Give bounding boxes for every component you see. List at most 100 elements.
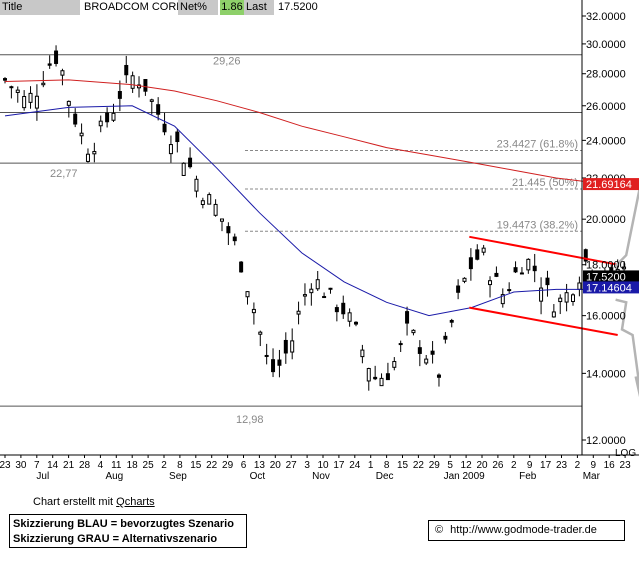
candle-body (105, 112, 110, 123)
ma-fast-line (4, 105, 631, 317)
candle-body (181, 162, 186, 176)
candle-body (258, 331, 263, 335)
level-label: 21.445 (50%) (512, 177, 578, 189)
y-tick-label: 14.0000 (586, 368, 626, 380)
candle-body (417, 347, 422, 354)
price-tag-label: 17.14604 (586, 282, 632, 294)
x-day-label: 20 (270, 460, 282, 471)
candle-body (443, 335, 448, 340)
candle-body (251, 308, 256, 314)
channel-upper-line (469, 235, 618, 266)
candle-body (239, 261, 244, 273)
scenario-legend: Skizzierung BLAU = bevorzugtes Szenario … (9, 514, 247, 548)
x-day-label: 8 (177, 460, 183, 471)
x-day-label: 20 (476, 460, 488, 471)
candle-body (354, 321, 359, 325)
candle-body (532, 265, 537, 272)
candle-body (296, 310, 301, 315)
x-day-label: 25 (143, 460, 155, 471)
candle-body (570, 294, 575, 302)
candle-body (66, 100, 71, 106)
candle-body (41, 82, 46, 86)
candle-body (207, 194, 212, 205)
candle-body (436, 374, 441, 378)
x-day-label: 5 (447, 460, 453, 471)
x-day-label: 27 (286, 460, 298, 471)
x-day-label: 24 (349, 460, 361, 471)
candle-body (117, 91, 122, 99)
candle-body (315, 279, 320, 290)
x-day-label: 22 (413, 460, 425, 471)
price-tag-box (583, 270, 639, 283)
candle-body (494, 272, 499, 277)
chart-credit: Chart erstellt mit Qcharts (33, 496, 155, 508)
x-day-label: 11 (111, 460, 122, 471)
candles (3, 45, 633, 391)
candle-body (385, 373, 390, 381)
candle-body (283, 339, 288, 354)
y-tick-label: 20.0000 (586, 214, 626, 226)
candle-body (500, 294, 505, 305)
x-day-label: 22 (206, 460, 218, 471)
qcharts-link[interactable]: Qcharts (116, 496, 155, 508)
candle-body (507, 289, 512, 292)
y-tick-label: 28.0000 (586, 69, 626, 81)
candle-body (200, 200, 205, 205)
x-day-label: 15 (397, 460, 409, 471)
candle-body (219, 218, 224, 222)
level-label: 19.4473 (38.2%) (497, 219, 578, 231)
candle-body (3, 78, 7, 81)
scenario-gray-text: Skizzierung GRAU = Alternativszenario (13, 533, 218, 545)
candle-body (322, 296, 327, 299)
candle-body (519, 272, 524, 275)
stock-chart: 29,26 22,77 12,98 23.4427 (61.8%) 21.445 (50… (0, 0, 639, 482)
moving-averages (4, 79, 631, 317)
candle-body (379, 377, 384, 387)
candle-body (468, 257, 473, 270)
copyright-icon: © (435, 524, 444, 536)
candle-body (551, 311, 556, 318)
x-day-label: 14 (47, 460, 59, 471)
candle-body (366, 368, 371, 382)
candle-body (513, 267, 518, 273)
x-day-label: 17 (333, 460, 345, 471)
candle-body (162, 123, 167, 133)
website-link[interactable]: http://www.godmode-trader.de (450, 524, 597, 536)
candle-body (558, 297, 563, 303)
candle-body (334, 307, 339, 313)
candle-body (92, 151, 97, 155)
y-tick-label: 32.0000 (586, 11, 626, 23)
candle-body (264, 354, 269, 357)
candle-body (405, 311, 410, 324)
candle-body (290, 340, 295, 353)
y-tick-label: 16.0000 (586, 311, 626, 323)
candle-body (168, 144, 173, 155)
price-tag-label: 17.5200 (586, 271, 626, 283)
candle-body (111, 112, 116, 121)
title-label: Title (0, 0, 80, 15)
x-month-label: Jul (36, 471, 49, 482)
x-month-label: Aug (105, 471, 123, 482)
candle-body (392, 361, 397, 368)
x-day-label: 21 (63, 460, 75, 471)
candle-body (34, 95, 39, 109)
y-tick-label: 12.0000 (586, 435, 626, 447)
candle-body (232, 236, 237, 242)
last-value: 17.5200 (278, 1, 318, 13)
chart-overlays (469, 185, 639, 398)
candle-body (583, 249, 588, 262)
candle-body (22, 96, 27, 109)
x-day-label: 23 (556, 460, 568, 471)
candle-body (130, 75, 135, 89)
candle-body (194, 178, 199, 192)
x-day-label: 2 (161, 460, 167, 471)
level-label: 22,77 (50, 168, 78, 180)
candle-body (424, 358, 429, 364)
copyright-box: © http://www.godmode-trader.de (428, 520, 625, 541)
scenario-down-arrow (615, 298, 639, 398)
y-tick-label: 18.0000 (586, 260, 626, 272)
y-tick-label: 24.0000 (586, 135, 626, 147)
candle-body (373, 376, 378, 380)
candle-body (73, 113, 78, 125)
x-month-label: Jan 2009 (444, 471, 486, 482)
